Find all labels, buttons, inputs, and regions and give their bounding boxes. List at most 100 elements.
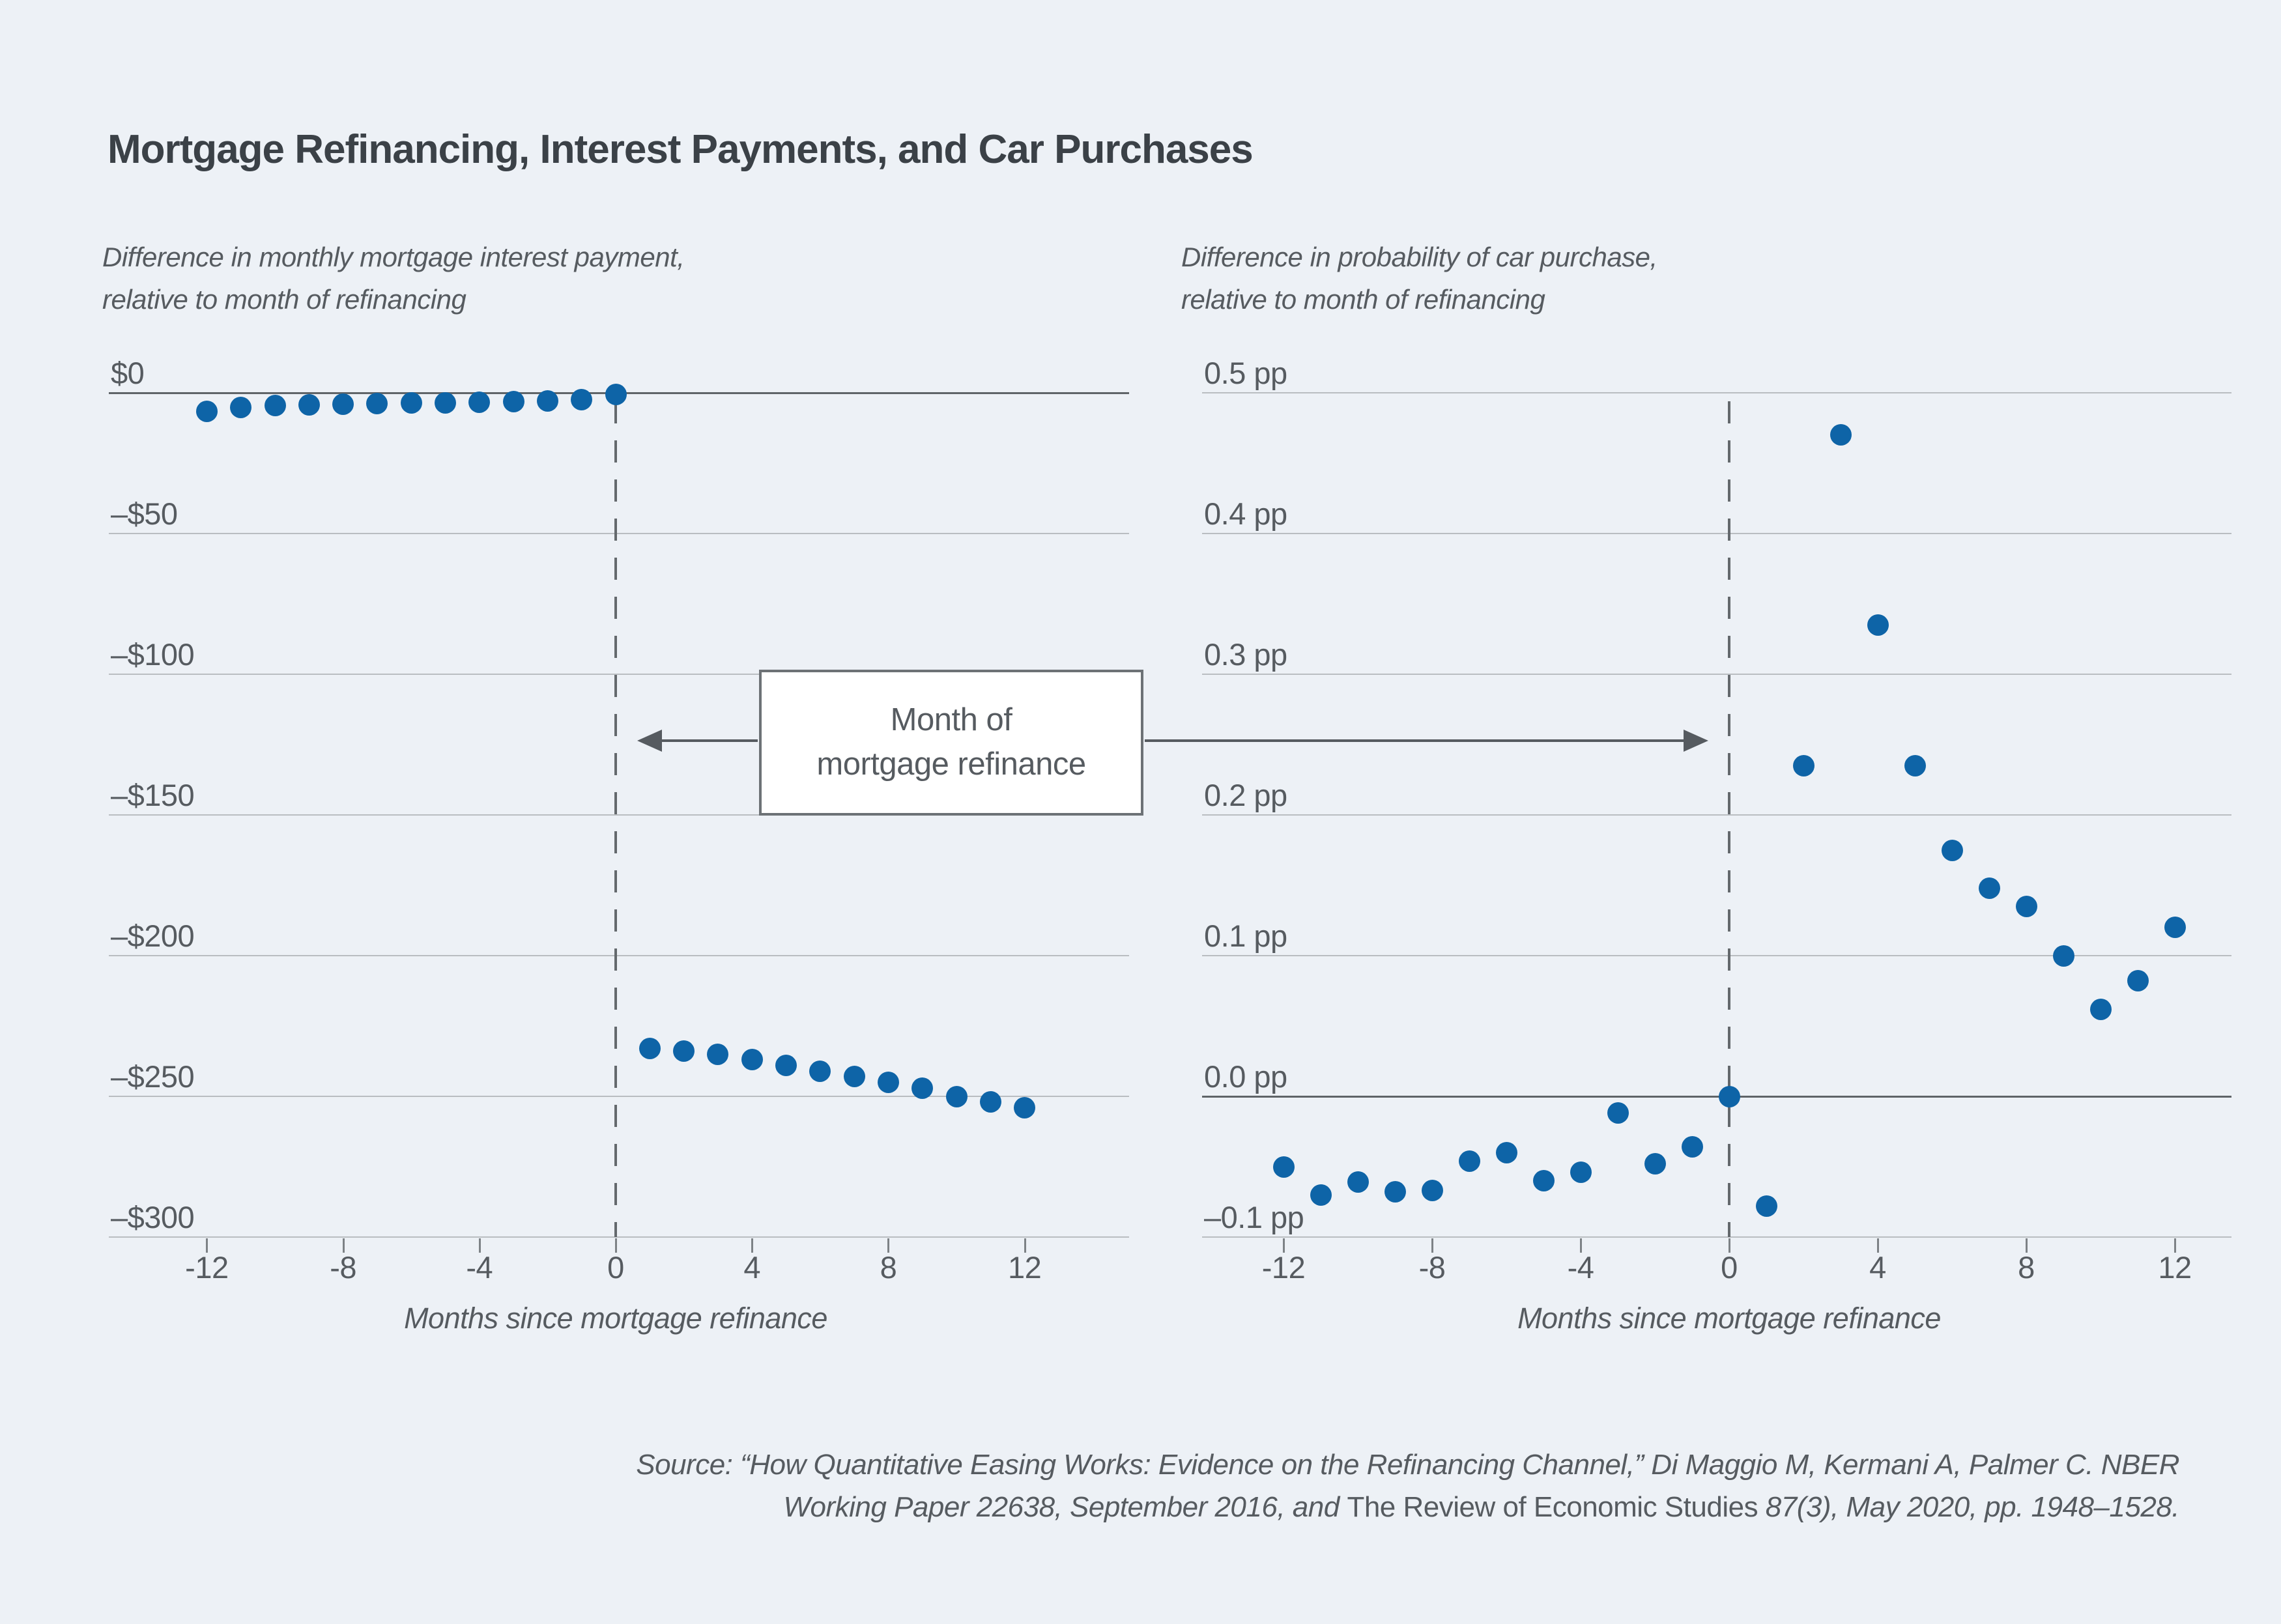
x-axis-tick xyxy=(1877,1238,1879,1253)
grid-line xyxy=(109,1096,1129,1097)
y-axis-label: –$250 xyxy=(111,1059,195,1094)
data-point xyxy=(979,1091,1001,1113)
arrow-right-icon xyxy=(1145,730,1708,752)
data-point xyxy=(809,1060,831,1082)
data-point xyxy=(1644,1153,1666,1175)
grid-line xyxy=(1202,674,2231,675)
journal-name: The Review of Economic Studies xyxy=(1347,1491,1758,1524)
data-point xyxy=(1495,1141,1517,1163)
data-point xyxy=(945,1085,968,1107)
data-point xyxy=(195,400,218,422)
data-point xyxy=(264,395,286,417)
y-axis-label: 0.2 pp xyxy=(1204,778,1287,812)
page-title: Mortgage Refinancing, Interest Payments,… xyxy=(108,126,1254,172)
x-axis-tick xyxy=(1729,1238,1730,1253)
data-point xyxy=(638,1038,661,1060)
data-point xyxy=(332,393,354,415)
annotation-line-2: mortgage refinance xyxy=(816,747,1086,782)
refinance-month-dashed-line xyxy=(614,401,617,1237)
data-point xyxy=(1755,1195,1777,1217)
y-axis-label: –0.1 pp xyxy=(1204,1200,1304,1234)
data-point xyxy=(1904,754,1926,776)
y-axis-label: 0.0 pp xyxy=(1204,1059,1287,1094)
y-axis-label: $0 xyxy=(111,356,145,390)
data-point xyxy=(1978,877,2000,899)
x-tick-label: -12 xyxy=(1261,1250,1306,1285)
y-axis-label: 0.1 pp xyxy=(1204,919,1287,953)
data-point xyxy=(502,390,524,412)
data-point xyxy=(2015,895,2037,917)
x-tick-label: 12 xyxy=(1007,1250,1042,1285)
left-subtitle-line-1: Difference in monthly mortgage interest … xyxy=(102,242,685,272)
x-tick-label: 0 xyxy=(1721,1250,1738,1285)
data-point xyxy=(877,1071,899,1093)
grid-line xyxy=(109,814,1129,816)
x-tick-label: -8 xyxy=(1418,1250,1446,1285)
data-point xyxy=(1792,754,1815,776)
grid-line xyxy=(1202,1236,2231,1238)
data-point xyxy=(605,384,627,406)
x-axis-tick xyxy=(615,1238,617,1253)
y-axis-label: 0.4 pp xyxy=(1204,496,1287,531)
data-point xyxy=(673,1040,695,1062)
refinance-month-dashed-line xyxy=(1728,401,1730,1237)
x-axis-tick xyxy=(1580,1238,1582,1253)
data-point xyxy=(1681,1136,1703,1158)
data-point xyxy=(1310,1184,1332,1206)
source-citation: Source: “How Quantitative Easing Works: … xyxy=(160,1444,2179,1528)
data-point xyxy=(1458,1150,1480,1172)
grid-line xyxy=(1202,814,2231,816)
data-point xyxy=(1014,1096,1036,1118)
data-point xyxy=(1384,1181,1406,1203)
source-line-2: Working Paper 22638, September 2016, and… xyxy=(783,1491,2179,1524)
left-x-axis-title: Months since mortgage refinance xyxy=(404,1302,827,1335)
grid-line xyxy=(109,533,1129,534)
data-point xyxy=(1347,1171,1369,1193)
x-axis-tick xyxy=(478,1238,481,1253)
data-point xyxy=(536,390,558,412)
x-tick-label: 4 xyxy=(743,1250,761,1285)
data-point xyxy=(366,392,388,414)
grid-line xyxy=(109,674,1129,675)
data-point xyxy=(1272,1156,1295,1178)
x-axis-tick xyxy=(1024,1238,1026,1253)
data-point xyxy=(911,1077,934,1099)
y-axis-label: –$150 xyxy=(111,778,195,812)
grid-line xyxy=(1202,1096,2231,1098)
data-point xyxy=(707,1043,729,1065)
x-axis-tick xyxy=(206,1238,208,1253)
y-axis-label: 0.3 pp xyxy=(1204,637,1287,672)
data-point xyxy=(843,1066,865,1088)
x-axis-tick xyxy=(1431,1238,1433,1253)
x-tick-label: 0 xyxy=(607,1250,624,1285)
y-axis-label: –$300 xyxy=(111,1200,195,1234)
y-axis-label: 0.5 pp xyxy=(1204,356,1287,390)
x-axis-tick xyxy=(2026,1238,2028,1253)
x-axis-tick xyxy=(887,1238,890,1253)
data-point xyxy=(230,396,252,418)
data-point xyxy=(468,391,491,413)
data-point xyxy=(2052,945,2074,967)
data-point xyxy=(435,392,456,414)
data-point xyxy=(1829,424,1852,446)
grid-line xyxy=(1202,533,2231,534)
data-point xyxy=(298,393,320,416)
data-point xyxy=(1718,1085,1740,1107)
x-tick-label: 8 xyxy=(880,1250,897,1285)
x-tick-label: 8 xyxy=(2018,1250,2035,1285)
grid-line xyxy=(1202,955,2231,956)
x-axis-tick xyxy=(751,1238,754,1253)
left-panel-subtitle: Difference in monthly mortgage interest … xyxy=(102,236,685,321)
y-axis-label: –$50 xyxy=(111,496,178,531)
x-tick-label: -4 xyxy=(466,1250,493,1285)
data-point xyxy=(2164,917,2186,939)
data-point xyxy=(1570,1161,1592,1184)
y-axis-label: –$100 xyxy=(111,637,195,672)
x-tick-label: -12 xyxy=(185,1250,229,1285)
x-axis-tick xyxy=(2174,1238,2176,1253)
data-point xyxy=(2089,998,2112,1020)
arrow-left-icon xyxy=(637,730,758,752)
left-subtitle-line-2: relative to month of refinancing xyxy=(102,284,466,315)
right-subtitle-line-2: relative to month of refinancing xyxy=(1181,284,1545,315)
